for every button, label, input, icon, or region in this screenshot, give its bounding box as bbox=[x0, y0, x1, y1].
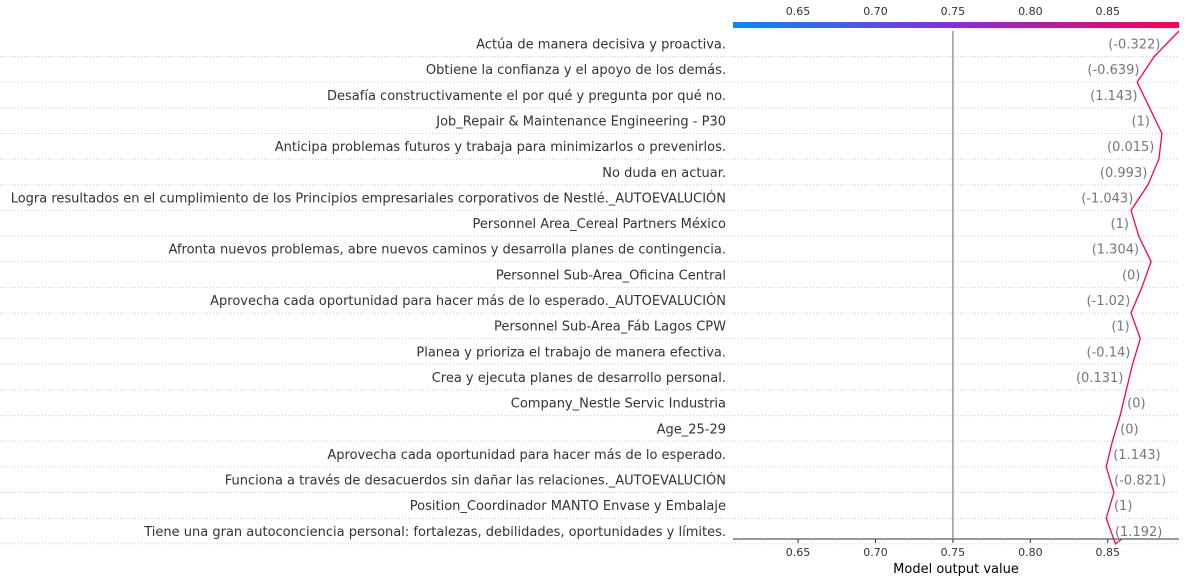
feature-value-label: (1.192) bbox=[1115, 525, 1162, 540]
feature-value-label: (1) bbox=[1111, 217, 1129, 232]
axis-ticks: 0.65 0.65 0.70 0.70 0.75 0.75 0.80 0.80 0.85 0.85 bbox=[786, 5, 1120, 559]
bottom-tick-label: 0.85 bbox=[1096, 546, 1121, 559]
feature-label: Age_25-29 bbox=[657, 422, 726, 437]
feature-label: Company_Nestle Servic Industria bbox=[511, 397, 726, 412]
feature-value-label: (1.143) bbox=[1113, 448, 1160, 463]
feature-value-label: (1.143) bbox=[1090, 89, 1137, 104]
feature-value-label: (-0.639) bbox=[1087, 63, 1139, 78]
bottom-tick-label: 0.75 bbox=[941, 546, 966, 559]
feature-value-label: (-1.043) bbox=[1081, 191, 1133, 206]
top-tick-label: 0.85 bbox=[1096, 5, 1121, 18]
feature-value-label: (0.993) bbox=[1100, 166, 1147, 181]
feature-value-label: (0) bbox=[1127, 397, 1145, 412]
feature-label: Funciona a través de desacuerdos sin dañ… bbox=[225, 473, 726, 489]
feature-value-label: (0.131) bbox=[1076, 371, 1123, 386]
colorbar bbox=[733, 22, 1179, 28]
top-tick-label: 0.65 bbox=[786, 5, 811, 18]
feature-label: Anticipa problemas futuros y trabaja par… bbox=[275, 140, 726, 155]
bottom-tick-label: 0.80 bbox=[1018, 546, 1043, 559]
feature-value-label: (0) bbox=[1122, 268, 1140, 283]
x-axis-title: Model output value bbox=[893, 562, 1019, 577]
feature-value-label: (1) bbox=[1114, 499, 1132, 514]
feature-label: Crea y ejecuta planes de desarrollo pers… bbox=[432, 371, 726, 386]
decision-line bbox=[1105, 30, 1180, 545]
feature-value-label: (-0.14) bbox=[1087, 345, 1131, 360]
feature-label: Personnel Sub-Area_Fáb Lagos CPW bbox=[494, 320, 726, 335]
feature-label: No duda en actuar. bbox=[602, 166, 726, 181]
top-tick-label: 0.80 bbox=[1018, 5, 1043, 18]
feature-label: Afronta nuevos problemas, abre nuevos ca… bbox=[169, 243, 726, 258]
bottom-tick-label: 0.65 bbox=[786, 546, 811, 559]
feature-label: Tiene una gran autoconciencia personal: … bbox=[143, 525, 726, 540]
feature-value-label: (0.015) bbox=[1107, 140, 1154, 155]
feature-label: Personnel Sub-Area_Oficina Central bbox=[496, 268, 726, 283]
feature-labels: Actúa de manera decisiva y proactiva. Obt… bbox=[11, 38, 726, 540]
feature-value-label: (-0.322) bbox=[1108, 38, 1160, 53]
feature-value-label: (-1.02) bbox=[1086, 294, 1130, 309]
feature-label: Job_Repair & Maintenance Engineering - P… bbox=[435, 114, 726, 129]
bottom-tick-label: 0.70 bbox=[863, 546, 888, 559]
feature-value-labels: (-0.322) (-0.639) (1.143) (1) (0.015) (0.993)… bbox=[1076, 38, 1166, 540]
feature-label: Personnel Area_Cereal Partners México bbox=[473, 217, 727, 232]
top-tick-label: 0.70 bbox=[863, 5, 888, 18]
feature-value-label: (1.304) bbox=[1092, 243, 1139, 258]
feature-value-label: (-0.821) bbox=[1114, 474, 1166, 489]
feature-label: Desafía constructivamente el por qué y p… bbox=[327, 89, 726, 104]
top-tick-label: 0.75 bbox=[941, 5, 966, 18]
feature-label: Obtiene la confianza y el apoyo de los d… bbox=[426, 63, 726, 78]
decision-path bbox=[1105, 30, 1180, 545]
feature-label: Logra resultados en el cumplimiento de l… bbox=[11, 190, 726, 206]
feature-value-label: (1) bbox=[1111, 320, 1129, 335]
feature-label: Position_Coordinador MANTO Envase y Emba… bbox=[410, 499, 726, 514]
feature-label: Planea y prioriza el trabajo de manera e… bbox=[416, 345, 726, 360]
feature-label: Actúa de manera decisiva y proactiva. bbox=[476, 38, 726, 53]
colorbar-strip bbox=[733, 22, 1179, 28]
feature-value-label: (0) bbox=[1120, 422, 1138, 437]
feature-label: Aprovecha cada oportunidad para hacer má… bbox=[327, 448, 726, 463]
feature-value-label: (1) bbox=[1132, 114, 1150, 129]
feature-label: Aprovecha cada oportunidad para hacer má… bbox=[210, 293, 726, 309]
